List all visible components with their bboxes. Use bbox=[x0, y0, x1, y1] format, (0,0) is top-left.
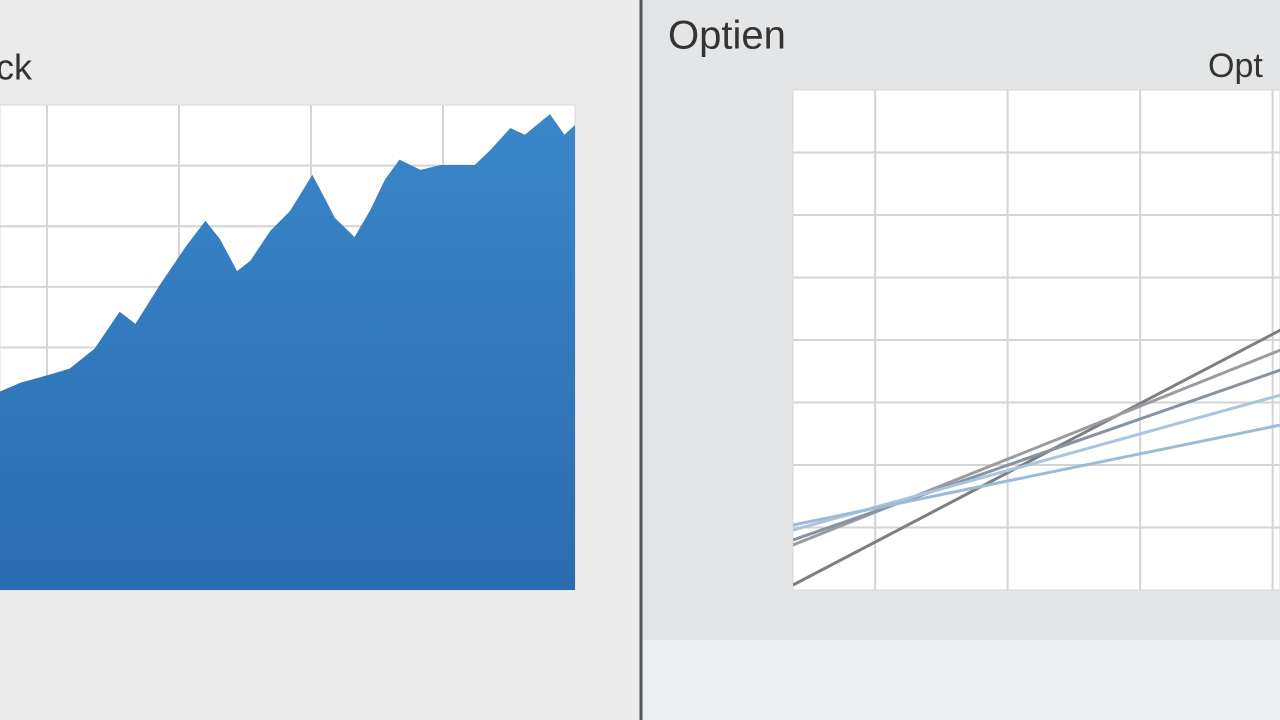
plot bbox=[793, 90, 1280, 590]
line bbox=[793, 368, 1280, 542]
panel-title: Optien bbox=[668, 14, 786, 58]
area bbox=[0, 114, 575, 590]
plot bbox=[0, 105, 575, 590]
line bbox=[793, 423, 1280, 527]
chart-title: Opt bbox=[1208, 47, 1263, 85]
right-panel-footer bbox=[641, 640, 1280, 720]
chart-title: ck bbox=[0, 47, 33, 88]
line bbox=[793, 328, 1280, 587]
